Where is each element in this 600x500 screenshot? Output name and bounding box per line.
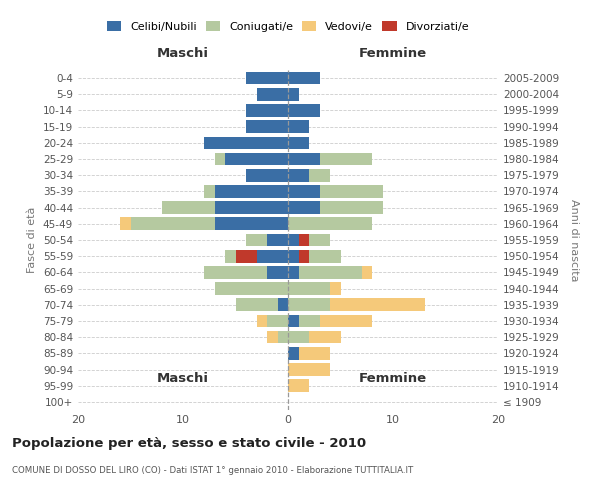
Bar: [120, 218, 130, 230]
Bar: [225, 250, 257, 262]
Bar: [225, 152, 288, 166]
Bar: [309, 169, 330, 181]
Bar: [204, 185, 215, 198]
Bar: [215, 218, 288, 230]
Bar: [288, 202, 320, 214]
Bar: [257, 250, 288, 262]
Bar: [288, 120, 309, 133]
Bar: [299, 250, 341, 262]
Y-axis label: Anni di nascita: Anni di nascita: [569, 198, 579, 281]
Bar: [330, 282, 341, 295]
Bar: [288, 347, 299, 360]
Bar: [320, 314, 372, 328]
Bar: [246, 234, 267, 246]
Bar: [288, 136, 309, 149]
Bar: [204, 266, 267, 278]
Text: Maschi: Maschi: [157, 372, 209, 385]
Bar: [267, 314, 288, 328]
Bar: [288, 266, 299, 278]
Text: Maschi: Maschi: [157, 47, 209, 60]
Bar: [288, 314, 299, 328]
Text: Femmine: Femmine: [359, 372, 427, 385]
Bar: [288, 72, 320, 85]
Legend: Celibi/Nubili, Coniugati/e, Vedovi/e, Divorziati/e: Celibi/Nubili, Coniugati/e, Vedovi/e, Di…: [107, 21, 469, 32]
Bar: [246, 120, 288, 133]
Bar: [299, 234, 309, 246]
Bar: [288, 331, 309, 344]
Text: COMUNE DI DOSSO DEL LIRO (CO) - Dati ISTAT 1° gennaio 2010 - Elaborazione TUTTIT: COMUNE DI DOSSO DEL LIRO (CO) - Dati IST…: [12, 466, 413, 475]
Bar: [267, 331, 277, 344]
Bar: [246, 72, 288, 85]
Bar: [330, 298, 425, 311]
Bar: [361, 266, 372, 278]
Bar: [288, 104, 320, 117]
Bar: [277, 331, 288, 344]
Bar: [288, 234, 299, 246]
Bar: [320, 202, 383, 214]
Bar: [299, 314, 320, 328]
Bar: [215, 282, 288, 295]
Bar: [288, 88, 299, 101]
Bar: [246, 169, 288, 181]
Bar: [257, 314, 267, 328]
Bar: [162, 202, 215, 214]
Bar: [288, 380, 309, 392]
Bar: [257, 88, 288, 101]
Bar: [277, 298, 288, 311]
Bar: [288, 218, 372, 230]
Bar: [288, 298, 330, 311]
Bar: [235, 298, 277, 311]
Bar: [299, 234, 330, 246]
Bar: [204, 136, 288, 149]
Bar: [299, 347, 330, 360]
Bar: [131, 218, 215, 230]
Bar: [320, 185, 383, 198]
Bar: [288, 185, 320, 198]
Bar: [288, 169, 309, 181]
Bar: [215, 185, 288, 198]
Bar: [288, 282, 330, 295]
Bar: [215, 202, 288, 214]
Bar: [299, 250, 309, 262]
Bar: [246, 104, 288, 117]
Bar: [215, 152, 225, 166]
Bar: [299, 266, 361, 278]
Bar: [288, 250, 299, 262]
Bar: [288, 152, 320, 166]
Bar: [267, 266, 288, 278]
Y-axis label: Fasce di età: Fasce di età: [28, 207, 37, 273]
Bar: [235, 250, 257, 262]
Bar: [320, 152, 372, 166]
Bar: [288, 363, 330, 376]
Text: Femmine: Femmine: [359, 47, 427, 60]
Text: Popolazione per età, sesso e stato civile - 2010: Popolazione per età, sesso e stato civil…: [12, 438, 366, 450]
Bar: [309, 331, 341, 344]
Bar: [267, 234, 288, 246]
